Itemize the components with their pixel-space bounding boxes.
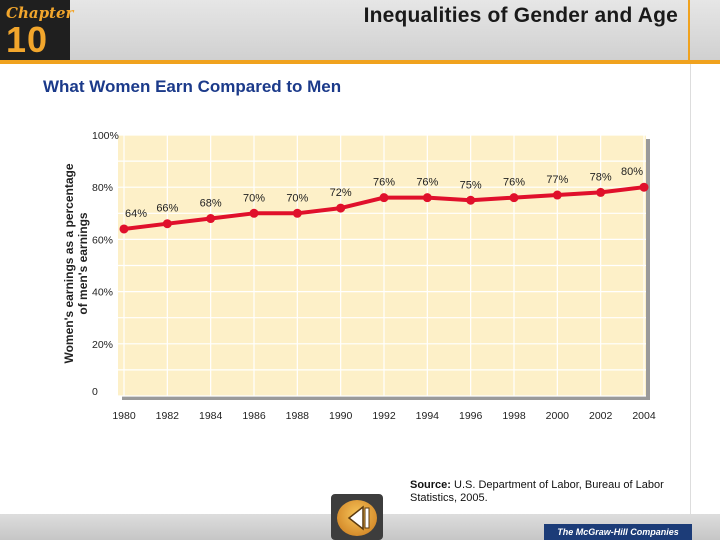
x-tick-label: 1980	[112, 410, 136, 422]
x-tick-label: 1986	[242, 410, 266, 422]
data-point	[466, 195, 476, 205]
data-point	[552, 190, 562, 200]
source-label: Source:	[410, 479, 451, 491]
grid-lines	[118, 134, 646, 397]
y-tick-label: 0	[92, 386, 98, 398]
data-point	[162, 219, 172, 229]
x-tick-label: 2004	[632, 410, 656, 422]
data-point	[596, 187, 606, 197]
y-axis-ticks: 0 20% 40% 60% 80% 100%	[92, 130, 119, 398]
x-tick-label: 1996	[459, 410, 483, 422]
data-label: 78%	[590, 171, 612, 183]
source-note: Source: U.S. Department of Labor, Bureau…	[410, 479, 675, 505]
data-points	[119, 182, 649, 234]
y-tick-label: 40%	[92, 287, 113, 299]
data-point	[509, 193, 519, 203]
data-point	[292, 208, 302, 218]
y-tick-label: 80%	[92, 182, 113, 194]
x-tick-label: 1994	[416, 410, 440, 422]
chapter-label: Chapter	[6, 4, 74, 22]
data-label: 76%	[416, 177, 438, 189]
data-point	[336, 203, 346, 213]
x-axis-ticks: 1980 1982 1984 1986 1988 1990 1992 1994 1996 1998…	[112, 410, 656, 422]
chapter-title: Inequalities of Gender and Age	[363, 4, 678, 27]
data-labels: 64% 66% 68% 70% 70% 72% 76% 76% 75% 76% 77% 78% 80%	[125, 166, 643, 220]
x-tick-label: 1988	[286, 410, 310, 422]
x-tick-label: 1984	[199, 410, 223, 422]
back-button[interactable]	[331, 494, 383, 540]
chapter-number: 10	[6, 19, 49, 60]
x-tick-label: 1990	[329, 410, 353, 422]
data-label: 76%	[503, 177, 525, 189]
data-label: 70%	[243, 192, 265, 204]
data-label: 70%	[286, 192, 308, 204]
chapter-badge: Chapter 10	[0, 0, 74, 64]
x-tick-label: 2002	[589, 410, 613, 422]
data-label: 72%	[330, 187, 352, 199]
data-point	[249, 208, 259, 218]
data-label: 68%	[200, 198, 222, 210]
data-point	[206, 214, 216, 224]
data-label: 76%	[373, 177, 395, 189]
x-tick-label: 1982	[156, 410, 180, 422]
data-label: 80%	[621, 166, 643, 178]
data-point	[422, 193, 432, 203]
data-point	[119, 224, 129, 234]
data-point	[639, 182, 649, 192]
publisher-logo: The McGraw-Hill Companies	[544, 524, 692, 540]
data-label: 64%	[125, 208, 147, 220]
slide-header: Chapter 10 Inequalities of Gender and Ag…	[0, 0, 720, 64]
y-tick-label: 20%	[92, 339, 113, 351]
header-accent-bar	[688, 0, 690, 64]
y-tick-label: 100%	[92, 130, 119, 142]
back-arrow-icon	[337, 500, 377, 536]
y-axis-label-line1: Women's earnings as a percentage	[62, 163, 76, 363]
source-text: U.S. Department of Labor, Bureau of Labo…	[410, 479, 664, 504]
x-tick-label: 1998	[502, 410, 526, 422]
y-axis-label-line2: of men's earnings	[76, 212, 90, 315]
y-tick-label: 60%	[92, 234, 113, 246]
x-tick-label: 1992	[372, 410, 396, 422]
data-label: 66%	[156, 203, 178, 215]
data-label: 75%	[460, 179, 482, 191]
data-point	[379, 193, 389, 203]
x-tick-label: 2000	[546, 410, 570, 422]
page-title: What Women Earn Compared to Men	[43, 77, 342, 96]
data-label: 77%	[546, 174, 568, 186]
